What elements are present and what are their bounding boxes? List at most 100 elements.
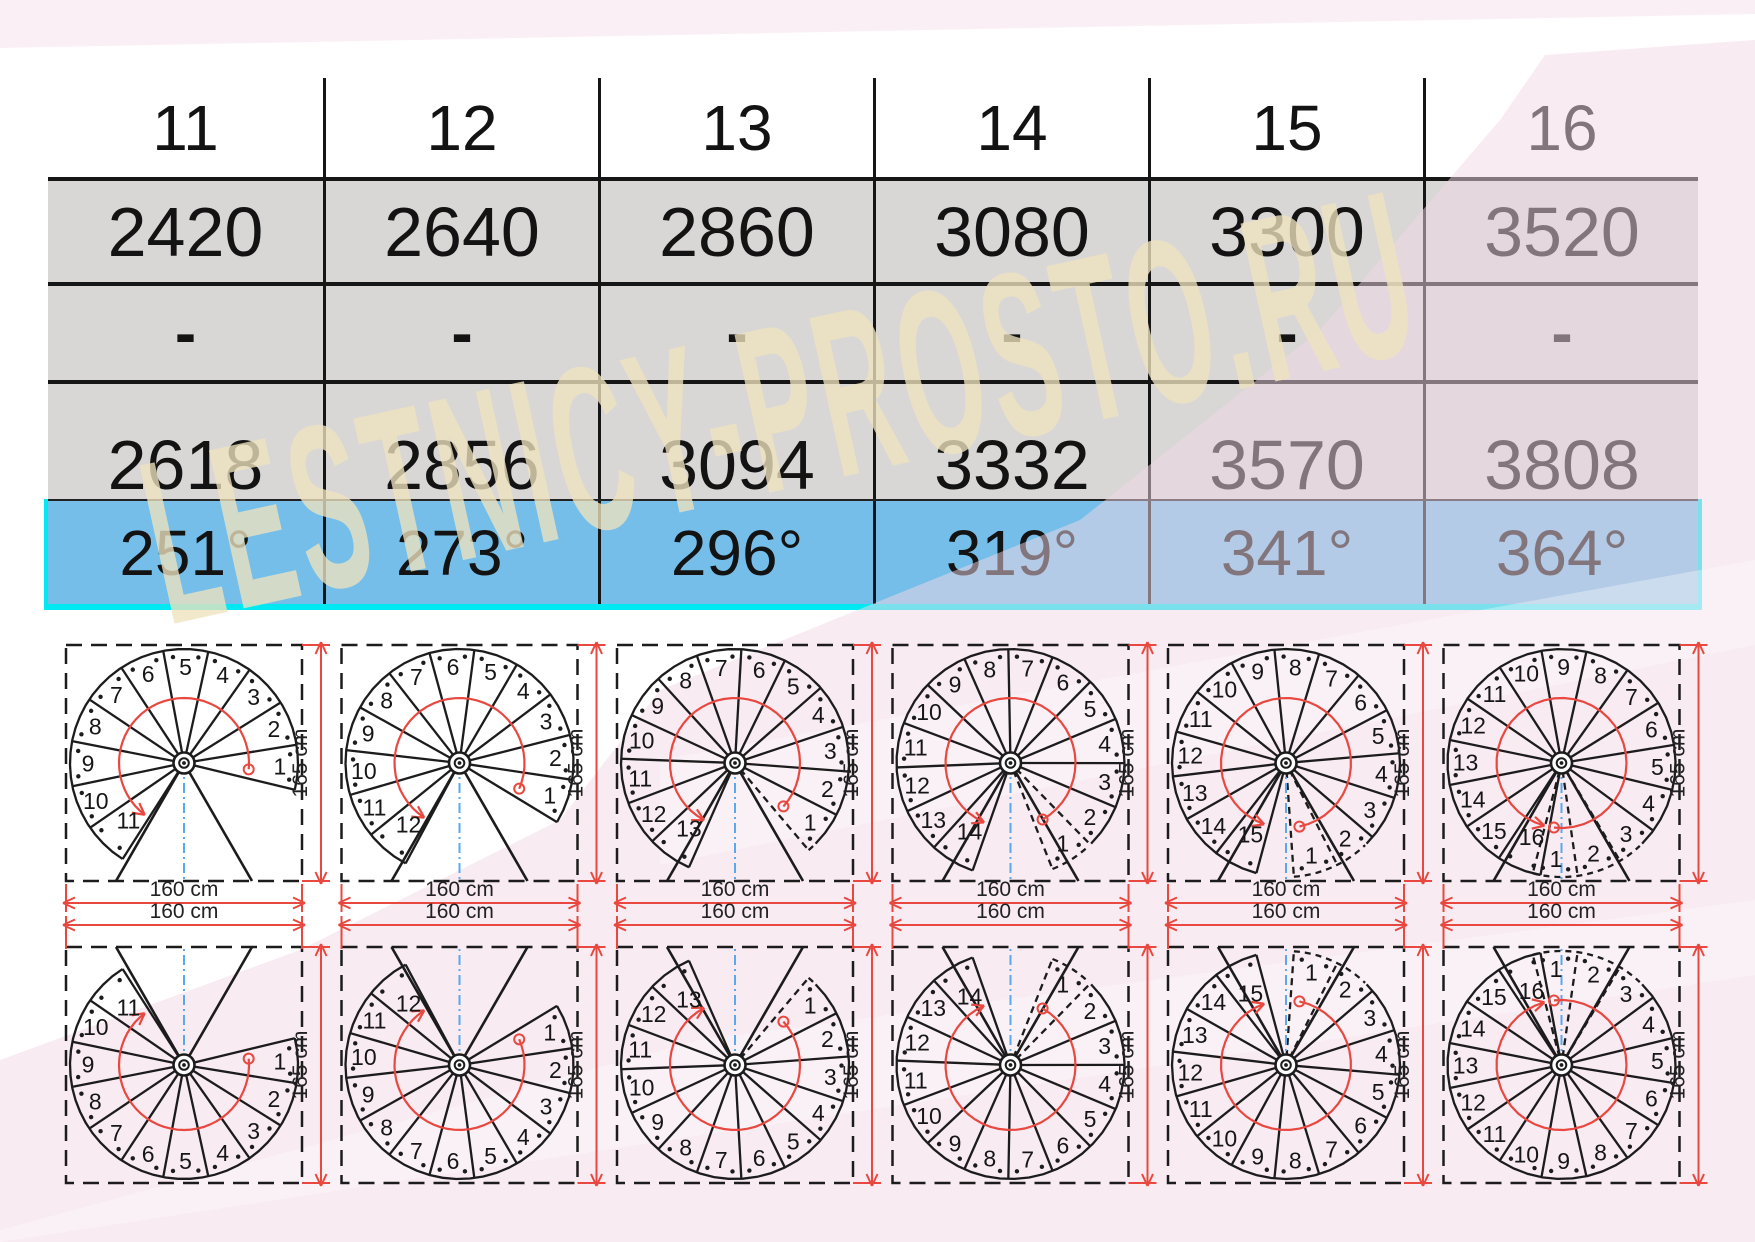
svg-text:12: 12 bbox=[396, 812, 422, 838]
svg-text:7: 7 bbox=[1625, 1118, 1638, 1144]
svg-text:165 cm: 165 cm bbox=[1667, 1031, 1690, 1100]
svg-text:11: 11 bbox=[1189, 706, 1213, 732]
svg-text:1: 1 bbox=[1550, 956, 1563, 982]
svg-text:12: 12 bbox=[641, 801, 667, 827]
svg-text:2: 2 bbox=[549, 745, 562, 771]
svg-text:1: 1 bbox=[1056, 971, 1069, 997]
svg-text:7: 7 bbox=[1021, 1146, 1034, 1172]
svg-text:10: 10 bbox=[1514, 661, 1540, 687]
svg-text:7: 7 bbox=[110, 682, 123, 708]
svg-text:9: 9 bbox=[1251, 658, 1264, 684]
svg-text:2: 2 bbox=[1339, 976, 1352, 1002]
svg-text:1: 1 bbox=[1056, 831, 1069, 857]
svg-text:2: 2 bbox=[1587, 962, 1600, 988]
svg-text:10: 10 bbox=[1212, 1126, 1238, 1152]
svg-text:7: 7 bbox=[410, 664, 423, 690]
svg-text:6: 6 bbox=[1645, 1086, 1658, 1112]
svg-text:1: 1 bbox=[543, 1019, 556, 1045]
svg-text:165 cm: 165 cm bbox=[1116, 729, 1139, 798]
svg-text:5: 5 bbox=[179, 1148, 192, 1174]
svg-text:15: 15 bbox=[1238, 822, 1264, 848]
svg-text:3: 3 bbox=[1098, 1033, 1111, 1059]
svg-text:14: 14 bbox=[1201, 813, 1227, 839]
svg-text:165 cm: 165 cm bbox=[289, 729, 312, 798]
svg-text:1: 1 bbox=[1550, 846, 1563, 872]
svg-text:6: 6 bbox=[1057, 1132, 1070, 1158]
svg-text:4: 4 bbox=[1375, 1041, 1388, 1067]
svg-text:13: 13 bbox=[1453, 750, 1479, 776]
svg-text:7: 7 bbox=[1325, 1137, 1338, 1163]
svg-text:7: 7 bbox=[410, 1138, 423, 1164]
svg-text:160 cm: 160 cm bbox=[1252, 900, 1321, 923]
svg-text:14: 14 bbox=[957, 819, 983, 845]
svg-text:4: 4 bbox=[216, 1140, 229, 1166]
svg-text:10: 10 bbox=[1514, 1141, 1540, 1167]
svg-text:10: 10 bbox=[629, 1074, 655, 1100]
svg-text:2: 2 bbox=[1083, 804, 1096, 830]
svg-text:14: 14 bbox=[957, 983, 983, 1009]
svg-text:7: 7 bbox=[715, 1147, 728, 1173]
svg-text:10: 10 bbox=[916, 1103, 942, 1129]
svg-text:9: 9 bbox=[1557, 1148, 1570, 1174]
svg-text:11: 11 bbox=[363, 1007, 387, 1033]
svg-text:6: 6 bbox=[447, 654, 460, 680]
svg-text:165 cm: 165 cm bbox=[1391, 1031, 1414, 1100]
svg-text:11: 11 bbox=[116, 994, 140, 1020]
svg-text:5: 5 bbox=[484, 1143, 497, 1169]
svg-text:14: 14 bbox=[1460, 1015, 1486, 1041]
svg-text:14: 14 bbox=[1460, 787, 1486, 813]
svg-text:3: 3 bbox=[247, 1118, 260, 1144]
svg-text:10: 10 bbox=[351, 1044, 377, 1070]
svg-text:5: 5 bbox=[179, 654, 192, 680]
svg-text:165 cm: 165 cm bbox=[1667, 729, 1690, 798]
svg-text:8: 8 bbox=[1594, 662, 1607, 688]
svg-text:4: 4 bbox=[812, 1100, 825, 1126]
svg-text:1: 1 bbox=[804, 810, 817, 836]
svg-text:4: 4 bbox=[1642, 791, 1655, 817]
svg-text:10: 10 bbox=[629, 728, 655, 754]
svg-text:8: 8 bbox=[1289, 654, 1302, 680]
svg-text:5: 5 bbox=[1084, 696, 1097, 722]
svg-text:4: 4 bbox=[1642, 1011, 1655, 1037]
svg-text:15: 15 bbox=[1238, 980, 1264, 1006]
svg-text:8: 8 bbox=[983, 656, 996, 682]
svg-text:8: 8 bbox=[1594, 1140, 1607, 1166]
svg-text:9: 9 bbox=[651, 1109, 664, 1135]
svg-text:15: 15 bbox=[1481, 984, 1507, 1010]
svg-text:14: 14 bbox=[1201, 989, 1227, 1015]
svg-text:9: 9 bbox=[362, 1081, 375, 1107]
svg-text:6: 6 bbox=[1057, 670, 1070, 696]
svg-text:4: 4 bbox=[812, 702, 825, 728]
svg-text:160 cm: 160 cm bbox=[1527, 878, 1596, 901]
svg-text:11: 11 bbox=[363, 795, 387, 821]
svg-text:11: 11 bbox=[1189, 1096, 1213, 1122]
svg-text:6: 6 bbox=[1354, 1112, 1367, 1138]
svg-text:2: 2 bbox=[821, 776, 834, 802]
svg-text:13: 13 bbox=[676, 815, 702, 841]
svg-text:160 cm: 160 cm bbox=[701, 878, 770, 901]
svg-text:6: 6 bbox=[753, 1145, 766, 1171]
svg-text:160 cm: 160 cm bbox=[976, 900, 1045, 923]
svg-text:13: 13 bbox=[920, 807, 946, 833]
svg-text:8: 8 bbox=[679, 668, 692, 694]
svg-text:7: 7 bbox=[1325, 665, 1338, 691]
svg-text:160 cm: 160 cm bbox=[1527, 900, 1596, 923]
svg-text:165 cm: 165 cm bbox=[840, 729, 863, 798]
svg-text:11: 11 bbox=[628, 1037, 652, 1063]
svg-text:5: 5 bbox=[1084, 1106, 1097, 1132]
svg-text:12: 12 bbox=[1178, 1060, 1204, 1086]
svg-text:2: 2 bbox=[821, 1026, 834, 1052]
svg-text:8: 8 bbox=[380, 1114, 393, 1140]
svg-text:3: 3 bbox=[1098, 769, 1111, 795]
svg-text:5: 5 bbox=[787, 1128, 800, 1154]
svg-text:8: 8 bbox=[1289, 1148, 1302, 1174]
svg-text:12: 12 bbox=[641, 1001, 667, 1027]
svg-text:11: 11 bbox=[1483, 1121, 1507, 1147]
